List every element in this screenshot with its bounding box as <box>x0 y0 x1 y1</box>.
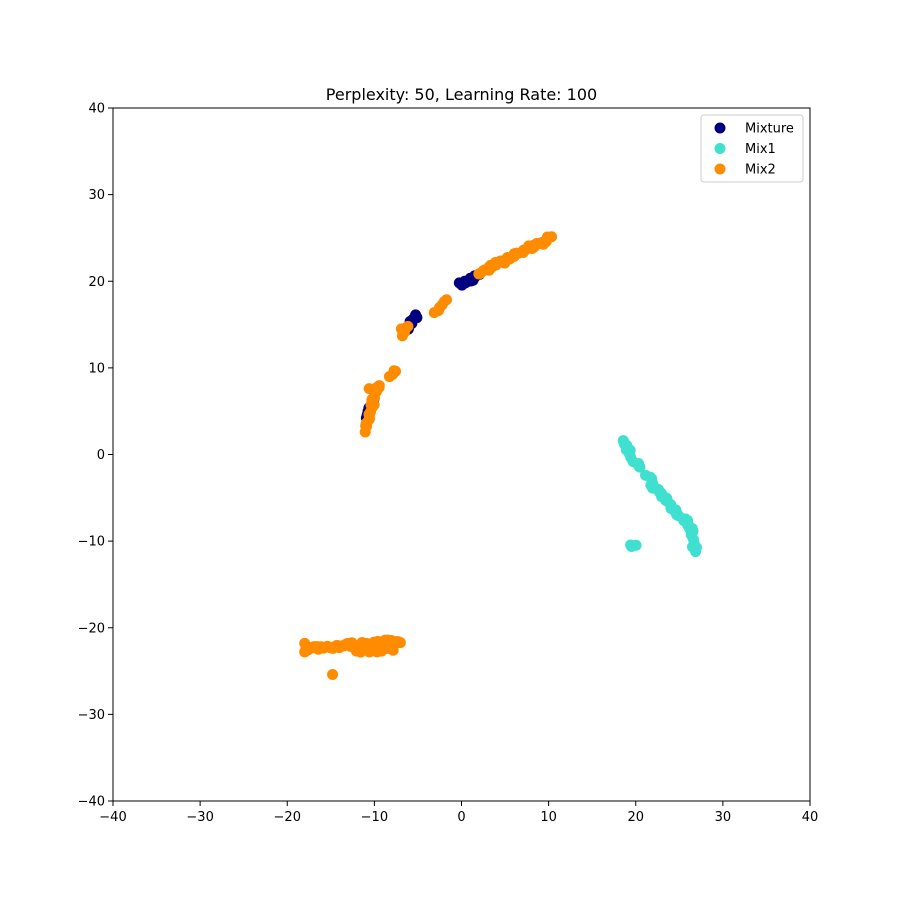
x-tick-label: 0 <box>457 810 465 825</box>
data-point <box>441 294 453 306</box>
legend-box <box>700 114 804 183</box>
data-point <box>373 380 385 392</box>
plot-area <box>299 231 702 681</box>
legend-marker-mix1 <box>714 143 726 154</box>
x-tick-label: 20 <box>627 810 644 825</box>
data-point <box>395 323 407 335</box>
data-point <box>327 669 339 681</box>
data-point <box>460 276 472 288</box>
data-point <box>546 231 558 243</box>
y-tick-label: −10 <box>78 535 105 550</box>
data-point <box>360 420 372 432</box>
legend-label-mixture: Mixture <box>745 122 794 137</box>
legend-label-mix2: Mix2 <box>745 163 776 178</box>
data-point <box>652 483 664 495</box>
data-point <box>618 438 630 450</box>
data-point <box>634 461 646 473</box>
y-tick-label: −30 <box>78 708 105 723</box>
data-point <box>363 383 375 395</box>
data-point <box>299 637 311 649</box>
data-point <box>394 637 406 649</box>
x-axis: −40 −30 −20 −10 0 10 20 30 40 <box>99 801 818 825</box>
series-mix1 <box>617 435 702 558</box>
y-tick-label: 0 <box>97 448 105 463</box>
y-tick-label: −20 <box>78 621 105 636</box>
y-tick-label: 10 <box>88 361 105 376</box>
x-tick-label: −20 <box>274 810 301 825</box>
data-point <box>660 494 672 506</box>
legend-marker-mixture <box>714 122 726 134</box>
chart-title: Perplexity: 50, Learning Rate: 100 <box>326 85 597 104</box>
legend-label-mix1: Mix1 <box>745 142 776 157</box>
y-tick-label: 20 <box>88 275 105 290</box>
legend-marker-mix2 <box>714 163 726 175</box>
x-tick-label: −30 <box>186 810 213 825</box>
x-tick-label: −40 <box>99 810 126 825</box>
data-point <box>388 365 400 377</box>
y-tick-label: 40 <box>88 102 105 117</box>
x-tick-label: −10 <box>361 810 388 825</box>
data-point <box>690 546 702 558</box>
y-axis: −40 −30 −20 −10 0 10 20 30 40 <box>78 102 113 810</box>
x-tick-label: 40 <box>802 810 819 825</box>
data-point <box>387 644 399 656</box>
data-point <box>630 539 642 551</box>
x-tick-label: 30 <box>715 810 732 825</box>
legend: Mixture Mix1 Mix2 <box>700 114 804 183</box>
data-point <box>299 646 311 658</box>
y-tick-label: 30 <box>88 188 105 203</box>
series-mix2 <box>299 231 558 681</box>
data-point <box>624 447 636 459</box>
x-tick-label: 10 <box>540 810 557 825</box>
y-tick-label: −40 <box>78 795 105 810</box>
